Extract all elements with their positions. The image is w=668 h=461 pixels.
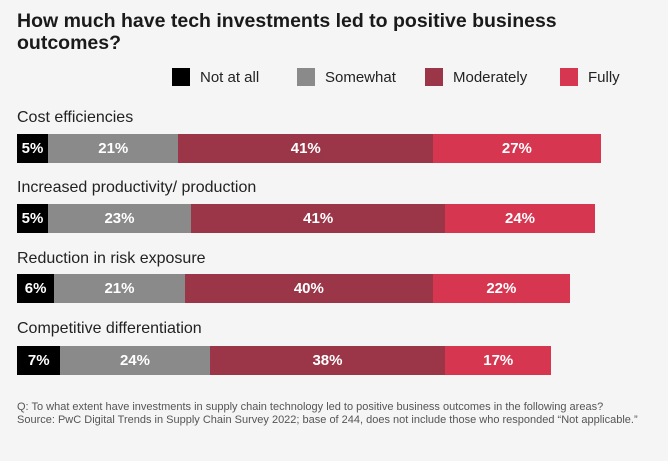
- legend-item: Not at all: [172, 68, 259, 86]
- data-label: 6%: [24, 280, 47, 297]
- legend: Not at all Somewhat Moderately Fully: [0, 68, 668, 90]
- bar-segment: [17, 274, 55, 303]
- data-label: 22%: [486, 280, 517, 297]
- legend-item: Fully: [560, 68, 620, 86]
- legend-item: Moderately: [425, 68, 527, 86]
- legend-label: Not at all: [200, 68, 260, 86]
- category-label: Reduction in risk exposure: [17, 250, 206, 267]
- legend-swatch: [172, 68, 190, 86]
- data-label: 27%: [501, 140, 532, 157]
- chart-title: How much have tech investments led to po…: [17, 10, 557, 54]
- data-label: 21%: [98, 140, 129, 157]
- bar-segment: [17, 204, 49, 233]
- data-label: 24%: [119, 352, 150, 369]
- data-label: 5%: [21, 140, 44, 157]
- data-label: 17%: [483, 352, 514, 369]
- footnote-source: Source: PwC Digital Trends in Supply Cha…: [17, 414, 638, 426]
- bar-segment: [48, 204, 191, 233]
- legend-swatch: [560, 68, 578, 86]
- bar-segment: [60, 346, 210, 375]
- footnote-question: Q: To what extent have investments in su…: [17, 401, 604, 413]
- legend-label: Fully: [588, 68, 620, 86]
- bar-segment: [445, 204, 595, 233]
- legend-label: Moderately: [453, 68, 528, 86]
- data-label: 23%: [104, 210, 135, 227]
- legend-swatch: [425, 68, 443, 86]
- legend-swatch: [297, 68, 315, 86]
- legend-item: Somewhat: [297, 68, 396, 86]
- data-label: 41%: [290, 140, 321, 157]
- data-label: 41%: [303, 210, 334, 227]
- category-label: Competitive differentiation: [17, 320, 202, 337]
- bar-segment: [445, 346, 552, 375]
- data-label: 38%: [312, 352, 343, 369]
- bar-segment: [190, 204, 446, 233]
- bar-segment: [48, 134, 179, 163]
- bar-segment: [184, 274, 434, 303]
- bar-segment: [54, 274, 185, 303]
- legend-label: Somewhat: [325, 68, 396, 86]
- data-label: 7%: [27, 352, 50, 369]
- bar-segment: [433, 134, 601, 163]
- bar-segment: [433, 274, 570, 303]
- category-label: Cost efficiencies: [17, 109, 134, 126]
- category-label: Increased productivity/ production: [17, 179, 257, 196]
- bar-segment: [17, 134, 49, 163]
- data-label: 40%: [293, 280, 324, 297]
- bar-segment: [209, 346, 446, 375]
- data-label: 24%: [504, 210, 536, 227]
- bar-segment: [17, 346, 61, 375]
- data-label: 5%: [21, 210, 44, 227]
- data-label: 21%: [104, 280, 135, 297]
- footnote: Q: To what extent have investments in su…: [17, 401, 657, 427]
- bar-segment: [178, 134, 434, 163]
